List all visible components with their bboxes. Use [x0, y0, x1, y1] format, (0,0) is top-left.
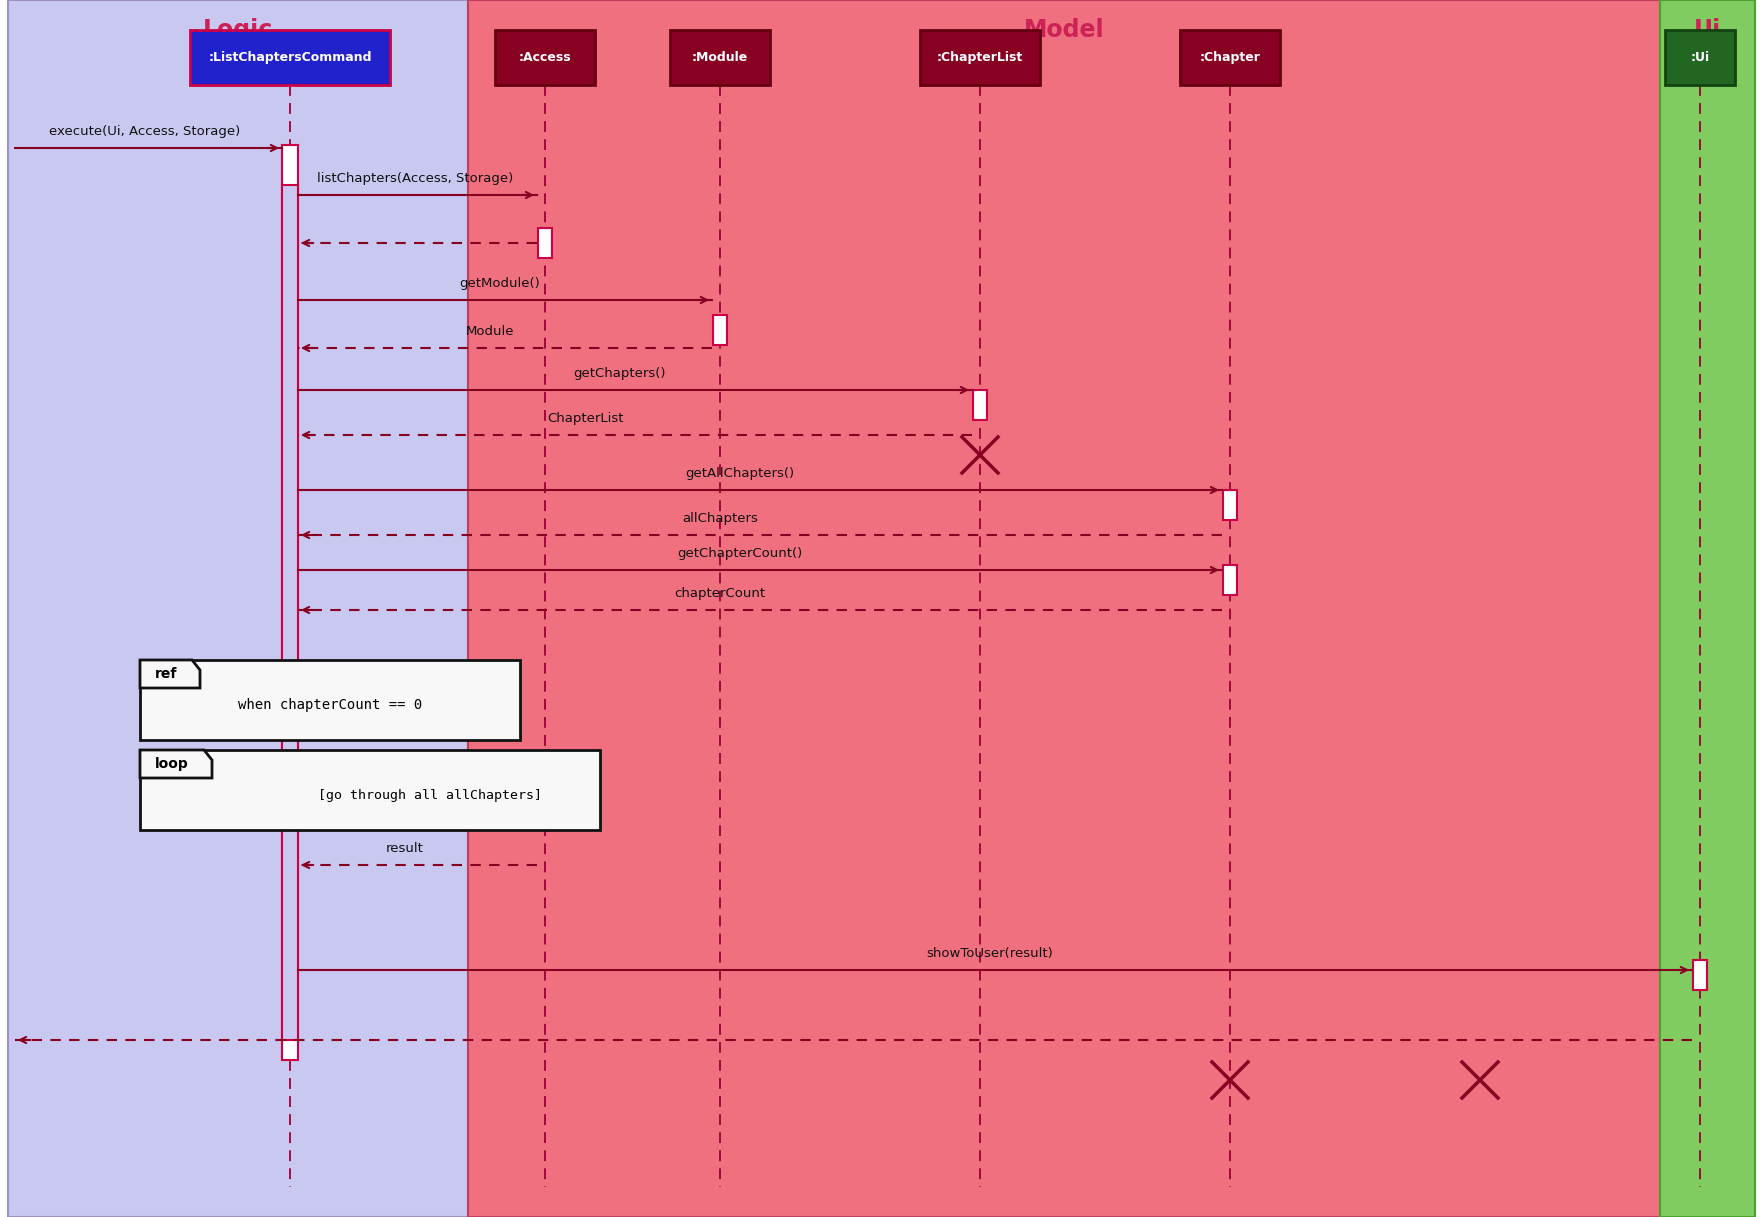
Bar	[139, 660, 520, 740]
Bar	[1223, 565, 1237, 595]
Text: Ui: Ui	[1693, 18, 1721, 43]
Bar	[1693, 960, 1707, 989]
Text: :Access: :Access	[518, 51, 571, 65]
Bar	[139, 750, 601, 830]
Text: showToUser(result): showToUser(result)	[927, 947, 1054, 960]
Bar	[1665, 30, 1736, 85]
Bar	[282, 185, 298, 1041]
Bar	[973, 389, 987, 420]
Text: loop: loop	[155, 757, 189, 772]
Text: chapterCount: chapterCount	[675, 587, 765, 600]
Text: listChapters(Access, Storage): listChapters(Access, Storage)	[317, 172, 513, 185]
Bar	[282, 145, 298, 1060]
Bar	[1660, 0, 1755, 1217]
Bar	[190, 30, 389, 85]
Text: [go through all allChapters]: [go through all allChapters]	[317, 789, 543, 802]
Text: ChapterList: ChapterList	[546, 413, 624, 425]
Bar	[920, 30, 1040, 85]
Bar	[670, 30, 770, 85]
Bar	[9, 0, 469, 1217]
Text: Model: Model	[1024, 18, 1105, 43]
Bar	[1223, 490, 1237, 520]
Bar	[1181, 30, 1279, 85]
Text: :ListChaptersCommand: :ListChaptersCommand	[208, 51, 372, 65]
Text: getChapterCount(): getChapterCount()	[677, 546, 803, 560]
Bar	[714, 315, 728, 344]
Text: allChapters: allChapters	[682, 512, 758, 525]
Text: getChapters(): getChapters()	[574, 368, 666, 380]
Text: execute(Ui, Access, Storage): execute(Ui, Access, Storage)	[49, 125, 241, 138]
Text: Logic: Logic	[203, 18, 273, 43]
Polygon shape	[139, 750, 211, 778]
Polygon shape	[139, 660, 201, 688]
Text: :Chapter: :Chapter	[1200, 51, 1260, 65]
Text: :ChapterList: :ChapterList	[937, 51, 1024, 65]
Text: :Module: :Module	[692, 51, 749, 65]
Text: Module: Module	[465, 325, 515, 338]
Bar	[469, 0, 1660, 1217]
Bar	[537, 228, 552, 258]
Text: ref: ref	[155, 667, 178, 682]
Text: result: result	[386, 842, 425, 856]
Text: getAllChapters(): getAllChapters()	[685, 467, 795, 479]
Text: getModule(): getModule()	[460, 277, 541, 290]
Bar	[495, 30, 596, 85]
Text: when chapterCount == 0: when chapterCount == 0	[238, 699, 423, 712]
Text: :Ui: :Ui	[1690, 51, 1709, 65]
